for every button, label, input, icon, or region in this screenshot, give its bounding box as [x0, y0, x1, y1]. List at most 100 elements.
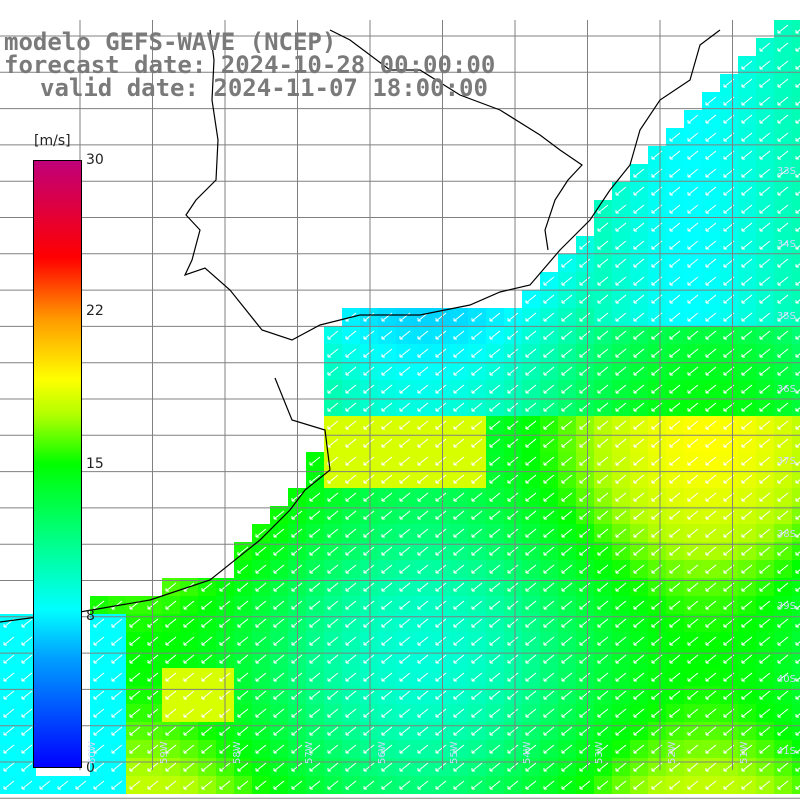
- wind-arrow: [219, 780, 231, 790]
- wind-arrow: [597, 402, 609, 412]
- wind-arrow: [327, 744, 339, 754]
- wind-arrow: [759, 762, 771, 772]
- wind-arrow: [327, 708, 339, 718]
- wind-arrow: [741, 168, 753, 178]
- wind-arrow: [777, 744, 789, 754]
- wind-arrow: [633, 690, 645, 700]
- wind-arrow: [363, 708, 375, 718]
- wind-arrow: [615, 708, 627, 718]
- wind-arrow: [633, 672, 645, 682]
- wind-arrow: [777, 618, 789, 628]
- wind-arrow: [777, 42, 789, 52]
- wind-arrow: [453, 384, 465, 394]
- wind-arrow: [489, 420, 501, 430]
- wind-arrow: [507, 708, 519, 718]
- wind-arrow: [759, 402, 771, 412]
- wind-arrow: [309, 528, 321, 538]
- wind-arrow: [561, 762, 573, 772]
- wind-arrow: [435, 384, 447, 394]
- wind-arrow: [399, 546, 411, 556]
- wind-arrow: [327, 690, 339, 700]
- model-title: modelo GEFS-WAVE (NCEP): [4, 28, 337, 56]
- wind-arrow: [363, 546, 375, 556]
- wind-arrow: [345, 366, 357, 376]
- wind-arrow: [489, 474, 501, 484]
- wind-arrow: [327, 420, 339, 430]
- wind-arrow: [669, 312, 681, 322]
- wind-arrow: [489, 762, 501, 772]
- wind-arrow: [399, 312, 411, 322]
- uruguay-border: [329, 29, 583, 251]
- wind-arrow: [741, 762, 753, 772]
- wind-arrow: [327, 726, 339, 736]
- wind-arrow: [687, 204, 699, 214]
- wind-arrow: [687, 780, 699, 790]
- wind-arrow: [759, 150, 771, 160]
- wind-arrow: [669, 600, 681, 610]
- wind-arrow: [669, 744, 681, 754]
- wind-arrow: [381, 780, 393, 790]
- wind-arrow: [777, 438, 789, 448]
- wind-arrow: [525, 402, 537, 412]
- wind-arrow: [345, 402, 357, 412]
- wind-arrow: [705, 654, 717, 664]
- wind-arrow: [651, 780, 663, 790]
- wind-arrow: [561, 744, 573, 754]
- wind-arrow: [741, 78, 753, 88]
- wind-arrow: [21, 618, 33, 628]
- wind-arrow: [795, 299, 800, 304]
- wind-arrow: [705, 510, 717, 520]
- wind-arrow: [759, 312, 771, 322]
- wind-cell: [792, 416, 800, 434]
- colorbar-tick-0: 0: [86, 760, 95, 776]
- wind-arrow: [759, 294, 771, 304]
- wind-arrow: [669, 150, 681, 160]
- wind-arrow: [435, 672, 447, 682]
- wind-cell: [792, 92, 800, 110]
- wind-arrow: [543, 744, 555, 754]
- wind-arrow: [669, 582, 681, 592]
- wind-arrow: [471, 654, 483, 664]
- wind-arrow: [489, 744, 501, 754]
- wind-arrow: [633, 294, 645, 304]
- wind-arrow: [795, 677, 800, 682]
- wind-vectors: [3, 24, 800, 790]
- wind-arrow: [489, 726, 501, 736]
- wind-arrow: [363, 366, 375, 376]
- wind-arrow: [741, 528, 753, 538]
- wind-arrow: [201, 636, 213, 646]
- wind-arrow: [435, 348, 447, 358]
- wind-arrow: [165, 708, 177, 718]
- wind-arrow: [795, 263, 800, 268]
- wind-arrow: [489, 564, 501, 574]
- wind-arrow: [525, 312, 537, 322]
- wind-arrow: [543, 492, 555, 502]
- wind-arrow: [597, 636, 609, 646]
- wind-arrow: [543, 582, 555, 592]
- wind-arrow: [363, 672, 375, 682]
- wind-arrow: [93, 708, 105, 718]
- wind-arrow: [759, 474, 771, 484]
- wind-arrow: [795, 353, 800, 358]
- wind-arrow: [309, 600, 321, 610]
- wind-cell: [792, 236, 800, 254]
- wind-arrow: [687, 474, 699, 484]
- wind-arrow: [309, 762, 321, 772]
- wind-arrow: [669, 366, 681, 376]
- wind-arrow: [597, 312, 609, 322]
- wind-arrow: [705, 204, 717, 214]
- wind-arrow: [561, 402, 573, 412]
- wind-arrow: [561, 618, 573, 628]
- wind-arrow: [273, 600, 285, 610]
- wind-arrow: [633, 474, 645, 484]
- wind-arrow: [597, 204, 609, 214]
- wind-arrow: [741, 240, 753, 250]
- wind-arrow: [543, 690, 555, 700]
- wind-arrow: [525, 438, 537, 448]
- wind-arrow: [543, 780, 555, 790]
- wind-arrow: [669, 168, 681, 178]
- wind-arrow: [543, 384, 555, 394]
- wind-arrow: [669, 384, 681, 394]
- wind-arrow: [777, 168, 789, 178]
- wind-cell: [792, 470, 800, 488]
